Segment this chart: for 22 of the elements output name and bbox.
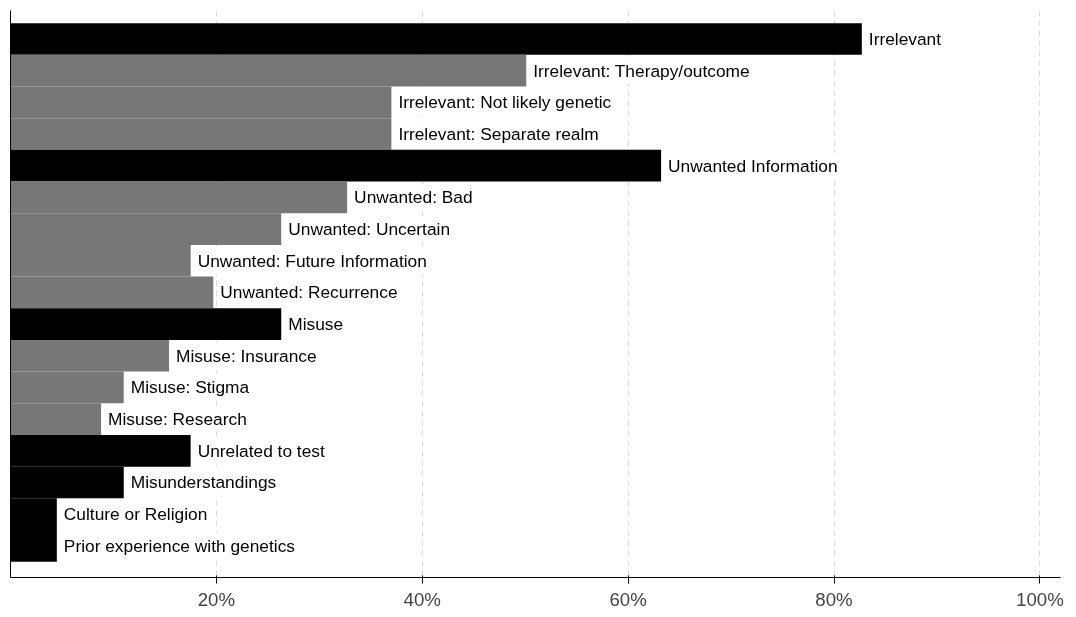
x-tick-label: 40% — [403, 588, 441, 610]
x-tick-label: 60% — [609, 588, 647, 610]
x-tick-label: 100% — [1016, 588, 1064, 610]
y-tick-label: Unwanted: Bad — [354, 187, 473, 208]
y-tick-label: Misuse: Insurance — [176, 345, 317, 366]
y-tick-label: Unwanted: Future Information — [197, 250, 427, 271]
y-tick-label: Unwanted: Recurrence — [220, 282, 398, 303]
y-tick-label: Irrelevant: Therapy/outcome — [533, 60, 750, 81]
y-tick-label: Culture or Religion — [63, 504, 208, 525]
y-tick-label: Unrelated to test — [197, 440, 325, 461]
y-tick-label: Prior experience with genetics — [63, 535, 296, 556]
y-tick-label: Unwanted: Uncertain — [288, 219, 451, 240]
x-tick-label: 80% — [815, 588, 853, 610]
y-tick-label: Irrelevant — [868, 29, 942, 50]
y-tick-label: Irrelevant: Not likely genetic — [398, 92, 612, 113]
x-tick-label: 20% — [197, 588, 236, 610]
y-tick-label: Misuse: Stigma — [130, 377, 250, 398]
y-tick-label: Misuse — [288, 314, 344, 335]
y-tick-label: Unwanted Information — [668, 155, 838, 176]
y-tick-label: Irrelevant: Separate realm — [398, 124, 599, 145]
y-tick-label: Misunderstandings — [130, 472, 277, 493]
y-tick-label: Misuse: Research — [108, 409, 247, 430]
